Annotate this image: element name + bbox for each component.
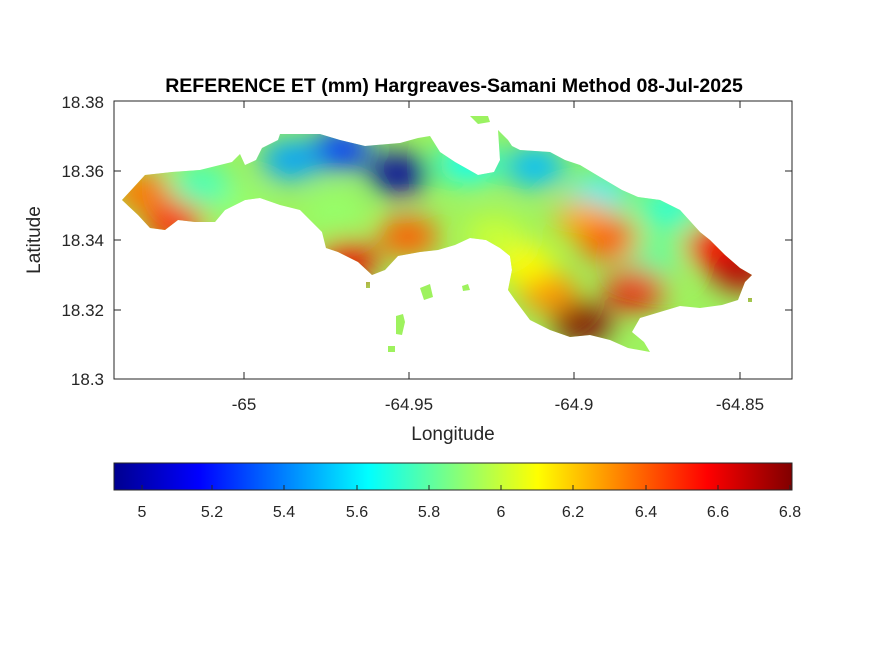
colorbar-ticks [141,485,791,490]
colorbar [113,462,793,491]
colorbar-tick-label: 5.8 [418,504,440,521]
y-tick-label: 18.32 [61,301,104,320]
colorbar-tick-label: 6 [497,504,506,521]
x-tick-labels: -65 -64.95 -64.9 -64.85 [232,395,764,414]
x-axis-label: Longitude [411,424,494,445]
x-tick-label: -65 [232,395,257,414]
et-value-zone [605,268,666,309]
et-value-zone [504,147,565,188]
et-value-zone [621,237,682,278]
et-value-zone [377,216,438,257]
et-value-zone [367,153,428,194]
colorbar-tick-label: 5.4 [273,504,295,521]
et-value-zone [170,164,231,205]
et-value-zone [578,220,639,260]
y-tick-label: 18.38 [61,93,104,112]
y-tick-label: 18.36 [61,162,104,181]
et-value-zone [304,192,365,233]
colorbar-tick-label: 5.2 [201,504,223,521]
colorbar-tick-label: 5.6 [346,504,368,521]
y-ticks [114,170,792,311]
y-tick-label: 18.3 [71,370,104,389]
et-value-zone [551,303,612,344]
et-value-zone [711,251,752,292]
y-tick-label: 18.34 [61,231,104,250]
x-ticks [243,101,741,379]
y-axis-label: Latitude [24,206,45,274]
x-tick-label: -64.9 [555,395,594,414]
y-tick-labels: 18.38 18.36 18.34 18.32 18.3 [61,93,104,389]
colorbar-tick-label: 6.8 [779,504,801,521]
x-tick-label: -64.95 [385,395,433,414]
colorbar-tick-label: 6.2 [562,504,584,521]
map-title: REFERENCE ET (mm) Hargreaves-Samani Meth… [165,75,743,97]
colorbar-tick-label: 6.4 [635,504,657,521]
colorbar-tick-label: 6.6 [707,504,729,521]
x-tick-label: -64.85 [716,395,764,414]
colorbar-tick-label: 5 [138,504,147,521]
colorbar-tick-labels: 5 5.2 5.4 5.6 5.8 6 6.2 6.4 6.6 6.8 [138,504,802,521]
et-value-zone [261,140,322,181]
